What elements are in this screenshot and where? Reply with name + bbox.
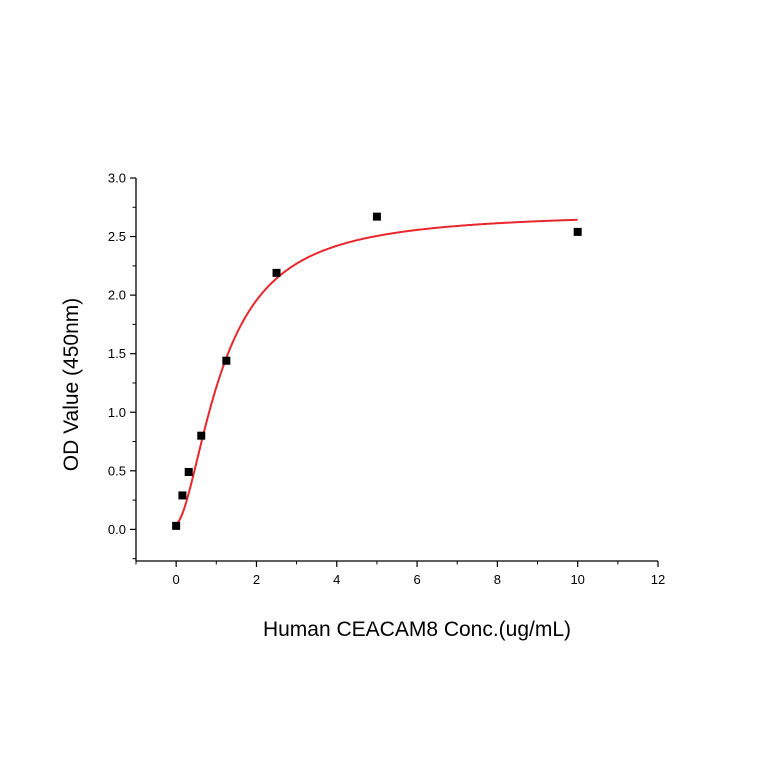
x-tick-label: 8 (494, 572, 501, 587)
data-point (222, 356, 231, 365)
x-tick-label: 10 (570, 572, 584, 587)
x-tick-label: 6 (413, 572, 420, 587)
tick-labels: 0 2 4 6 8 10 12 0.0 0.5 1.0 1.5 2.0 2.5 3.0 (108, 171, 665, 588)
data-point (372, 212, 381, 221)
x-tick-label: 0 (173, 572, 180, 587)
y-axis-title: OD Value (450nm) (60, 298, 83, 472)
data-point (178, 491, 187, 500)
fit-curve (175, 218, 578, 525)
axes (135, 178, 658, 562)
y-tick-label: 3.0 (108, 171, 126, 186)
y-tick-label: 1.0 (108, 405, 126, 420)
data-point (272, 268, 281, 277)
x-axis-title: Human CEACAM8 Conc.(ug/mL) (263, 618, 571, 641)
x-tick-label: 2 (253, 572, 260, 587)
data-point (184, 467, 193, 476)
y-tick-label: 1.5 (108, 346, 126, 361)
x-tick-label: 4 (333, 572, 340, 587)
data-point (172, 521, 181, 530)
x-tick-label: 12 (651, 572, 665, 587)
y-tick-label: 2.5 (108, 229, 126, 244)
y-tick-label: 2.0 (108, 288, 126, 303)
data-point (197, 431, 206, 440)
data-point (573, 227, 582, 236)
data-points (172, 212, 582, 530)
y-tick-label: 0.0 (108, 522, 126, 537)
y-tick-label: 0.5 (108, 463, 126, 478)
tick-marks (130, 177, 659, 567)
